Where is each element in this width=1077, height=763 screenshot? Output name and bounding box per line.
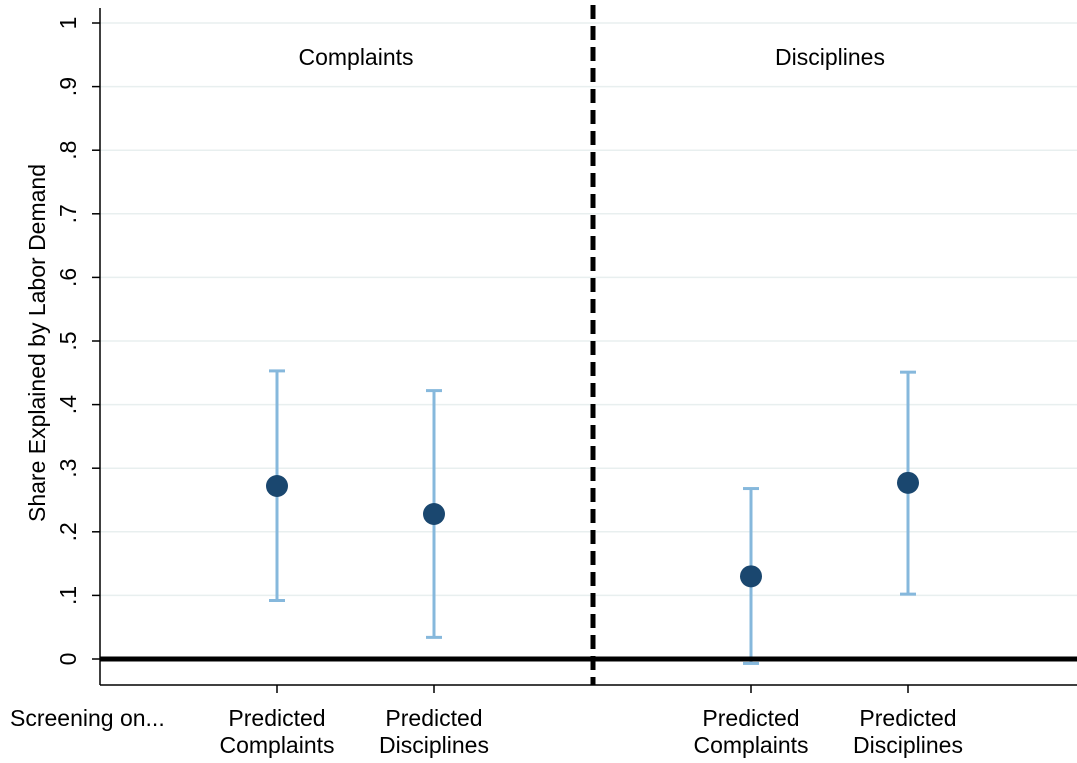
y-tick-label: 1: [55, 17, 81, 30]
x-category-label: Disciplines: [379, 732, 489, 758]
y-ticks: 0 .1 .2 .3 .4 .5 .6 .7 .8 .9 1: [55, 17, 100, 666]
x-category-label: Disciplines: [853, 732, 963, 758]
point-estimate-marker: [266, 475, 288, 498]
x-category-label: Complaints: [693, 732, 808, 758]
point-estimate-marker: [423, 502, 445, 525]
y-tick-label: .8: [55, 141, 81, 160]
x-category-label: Predicted: [859, 705, 956, 731]
screening-row-label: Screening on...: [10, 705, 165, 731]
axes: [99, 8, 1077, 686]
y-tick-label: .2: [55, 522, 81, 541]
y-tick-label: .1: [55, 586, 81, 605]
y-tick-label: .4: [55, 395, 81, 414]
point-estimate-marker: [740, 565, 762, 588]
x-category-label: Predicted: [385, 705, 482, 731]
y-axis-title: Share Explained by Labor Demand: [24, 164, 50, 522]
y-tick-label: .7: [55, 204, 81, 223]
panel-titles: Complaints Disciplines: [298, 44, 884, 70]
x-category-labels: PredictedComplaintsPredictedDisciplinesP…: [219, 685, 963, 758]
point-estimate-marker: [897, 471, 919, 494]
point-estimates: [266, 471, 919, 588]
x-category-label: Predicted: [228, 705, 325, 731]
x-category-label: Predicted: [702, 705, 799, 731]
x-category-label: Complaints: [219, 732, 334, 758]
y-tick-label: 0: [55, 653, 81, 666]
y-tick-label: .5: [55, 331, 81, 350]
y-tick-label: .6: [55, 268, 81, 287]
panel-title: Disciplines: [775, 44, 885, 70]
y-tick-label: .9: [55, 77, 81, 96]
gridlines: [100, 22, 1077, 597]
panel-title: Complaints: [298, 44, 413, 70]
y-tick-label: .3: [55, 459, 81, 478]
